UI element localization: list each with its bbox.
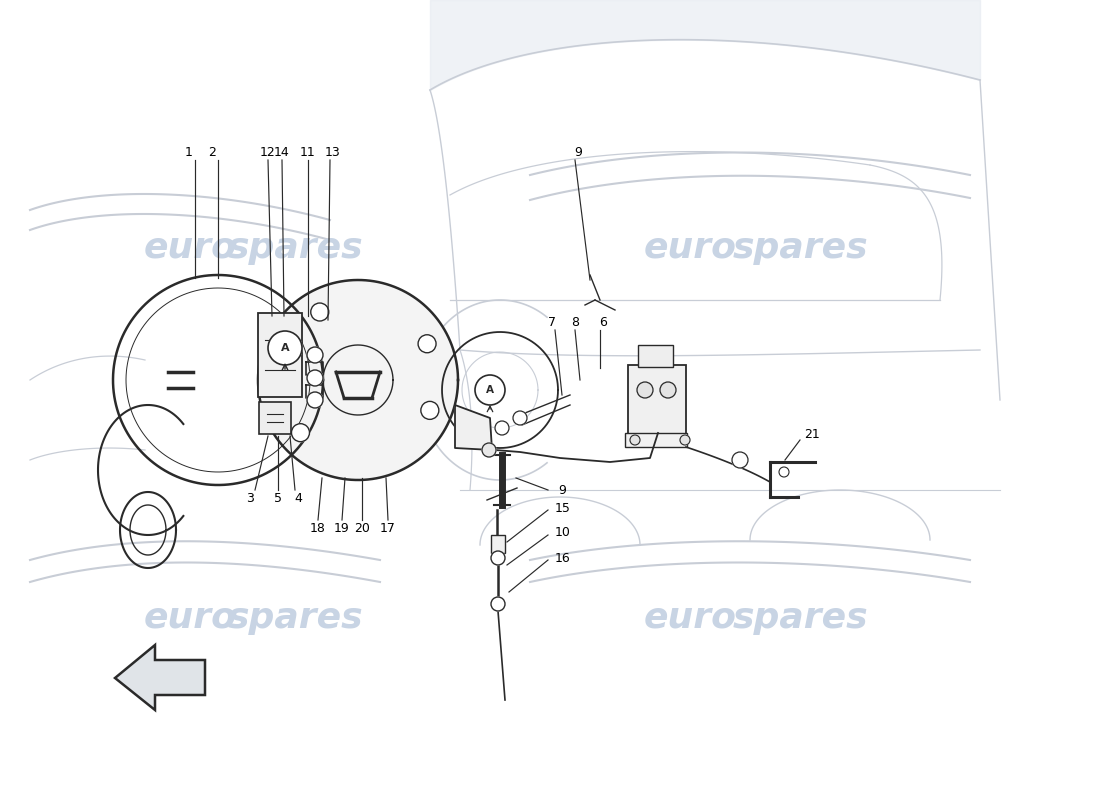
Text: 20: 20	[354, 522, 370, 534]
Bar	[491, 535, 505, 553]
Text: spares: spares	[228, 231, 363, 265]
Text: 10: 10	[556, 526, 571, 539]
Text: 12: 12	[260, 146, 276, 158]
Text: A: A	[486, 385, 494, 395]
Bar	[258, 402, 292, 434]
Text: 14: 14	[274, 146, 290, 158]
Polygon shape	[116, 645, 205, 710]
Circle shape	[732, 452, 748, 468]
Text: 11: 11	[300, 146, 316, 158]
Text: 7: 7	[548, 315, 556, 329]
Text: euro: euro	[143, 231, 236, 265]
Text: 5: 5	[274, 491, 282, 505]
Bar	[258, 313, 303, 397]
Circle shape	[680, 435, 690, 445]
Text: euro: euro	[143, 601, 236, 635]
Text: 8: 8	[571, 315, 579, 329]
Circle shape	[495, 421, 509, 435]
Text: 9: 9	[558, 483, 565, 497]
Text: 19: 19	[334, 522, 350, 534]
Circle shape	[307, 347, 323, 363]
Text: spares: spares	[733, 231, 868, 265]
Text: euro: euro	[644, 231, 737, 265]
Circle shape	[268, 331, 302, 365]
Circle shape	[307, 392, 323, 408]
Circle shape	[482, 443, 496, 457]
Circle shape	[637, 382, 653, 398]
Text: 9: 9	[574, 146, 582, 158]
Circle shape	[311, 303, 329, 321]
Text: 1: 1	[185, 146, 192, 158]
Text: 17: 17	[381, 522, 396, 534]
Text: A: A	[280, 343, 289, 353]
Circle shape	[292, 424, 309, 442]
Text: 21: 21	[804, 427, 820, 441]
Circle shape	[513, 411, 527, 425]
Text: euro: euro	[644, 601, 737, 635]
Circle shape	[421, 402, 439, 419]
Circle shape	[307, 370, 323, 386]
Text: 3: 3	[246, 491, 254, 505]
Text: 16: 16	[556, 551, 571, 565]
Circle shape	[475, 375, 505, 405]
Text: 6: 6	[600, 315, 607, 329]
Bar	[625, 433, 688, 447]
Circle shape	[491, 597, 505, 611]
Text: spares: spares	[733, 601, 868, 635]
Text: 18: 18	[310, 522, 326, 534]
Text: 4: 4	[294, 491, 301, 505]
Polygon shape	[455, 405, 492, 450]
Bar	[638, 345, 673, 367]
Text: 15: 15	[556, 502, 571, 514]
Text: 2: 2	[208, 146, 216, 158]
Circle shape	[660, 382, 676, 398]
Text: spares: spares	[228, 601, 363, 635]
Polygon shape	[258, 280, 458, 480]
Text: 13: 13	[326, 146, 341, 158]
Circle shape	[491, 551, 505, 565]
Circle shape	[418, 334, 436, 353]
Circle shape	[630, 435, 640, 445]
Bar	[628, 365, 686, 435]
Circle shape	[779, 467, 789, 477]
